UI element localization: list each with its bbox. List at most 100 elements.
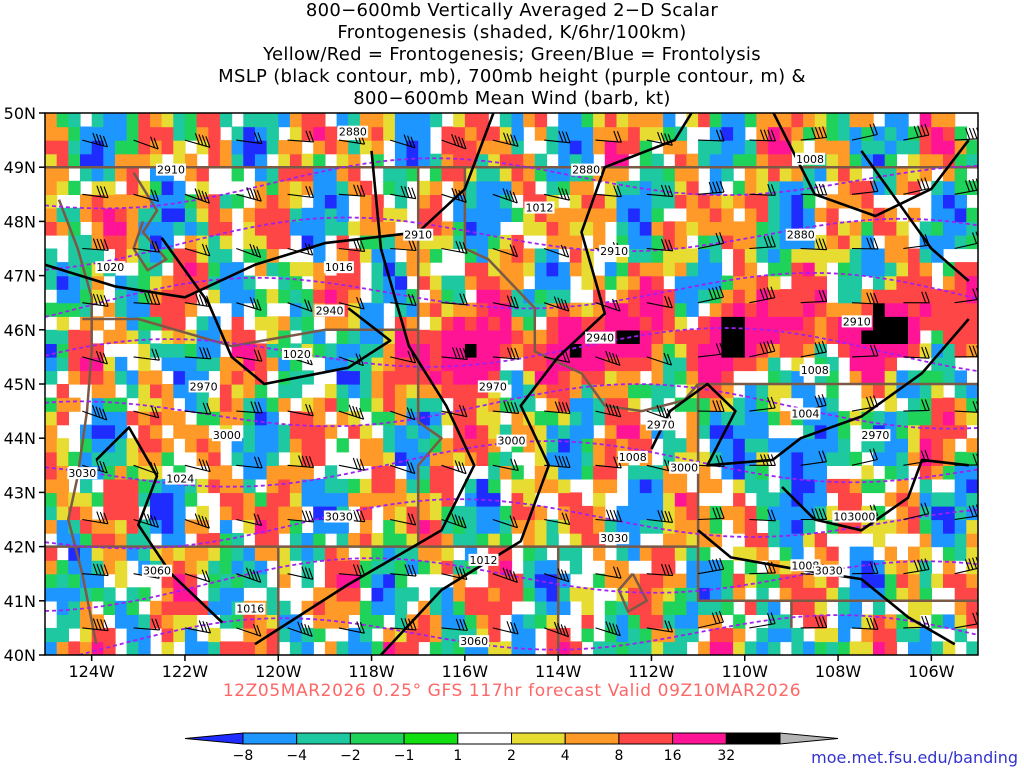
shading-cell — [768, 275, 781, 290]
shading-cell — [313, 275, 326, 290]
wind-barb — [184, 458, 211, 473]
shading-cell — [453, 533, 466, 548]
mslp-label: 1012 — [470, 554, 498, 567]
shading-cell — [919, 573, 932, 588]
shading-cell — [464, 275, 478, 290]
shading-cell — [208, 397, 221, 412]
shading-cell — [569, 560, 583, 575]
shading-cell — [371, 587, 384, 602]
wind-barb — [749, 396, 776, 412]
shading-cell — [441, 478, 454, 494]
shading-cell — [768, 438, 781, 453]
shading-cell — [604, 384, 618, 399]
wind-barb — [903, 123, 930, 141]
shading-cell — [348, 424, 361, 439]
shading-cell — [744, 329, 758, 344]
shading-cell — [488, 587, 501, 602]
shading-cell — [138, 207, 151, 222]
mslp-label: 1012 — [525, 202, 553, 215]
shading-cell — [674, 302, 688, 317]
shading-cell — [628, 289, 641, 304]
shading-cell — [418, 505, 431, 521]
shading-cell — [628, 627, 641, 643]
shading-cell — [954, 478, 967, 494]
shading-cell — [161, 221, 174, 236]
height-label: 3000 — [847, 511, 875, 524]
shading-cell — [115, 546, 128, 561]
shading-cell — [499, 451, 513, 466]
shading-cell — [861, 370, 874, 385]
shading-cell — [733, 302, 746, 317]
shading-cell — [954, 614, 967, 629]
shading-cell — [884, 221, 897, 236]
shading-cell — [534, 600, 548, 615]
shading-cell — [208, 194, 221, 209]
shading-cell — [546, 180, 559, 195]
shading-cell — [103, 397, 116, 412]
shading-cell — [604, 600, 618, 615]
shading-cell — [138, 113, 151, 128]
shading-cell — [931, 519, 944, 534]
shading-cell — [803, 113, 816, 128]
shading-cell — [511, 370, 524, 385]
shading-cell — [68, 397, 81, 412]
shading-cell — [499, 207, 513, 222]
shading-cell — [359, 478, 373, 494]
shading-cell — [126, 140, 139, 155]
shading-cell — [756, 153, 769, 168]
shading-cell — [943, 465, 956, 480]
shading-cell — [126, 614, 139, 629]
shading-cell — [324, 519, 338, 534]
wind-barb — [441, 566, 468, 581]
shading-cell — [651, 600, 664, 615]
shading-cell — [616, 560, 629, 575]
wind-barb — [800, 508, 828, 521]
shading-cell — [686, 289, 699, 304]
shading-cell — [628, 221, 641, 236]
shading-cell — [243, 614, 256, 629]
shading-cell — [733, 641, 746, 655]
shading-cell — [138, 587, 151, 602]
shading-cell — [441, 560, 454, 575]
shading-cell — [336, 275, 349, 290]
shading-cell — [511, 343, 524, 358]
shading-cell — [324, 194, 338, 209]
shading-cell — [464, 234, 478, 250]
shading-cell — [278, 316, 291, 331]
shading-cell — [791, 207, 804, 222]
shading-cell — [219, 248, 233, 263]
shading-cell — [674, 614, 688, 629]
shading-cell — [394, 370, 408, 385]
shading-cell — [698, 397, 711, 412]
shading-cell — [115, 492, 128, 507]
shading-cell — [966, 614, 978, 629]
shading-cell — [313, 194, 326, 209]
shading-cell — [709, 573, 723, 588]
shading-cell — [651, 505, 664, 521]
shading-cell — [709, 411, 723, 426]
shading-cell — [441, 384, 454, 399]
wind-barb — [698, 180, 725, 195]
shading-cell — [873, 316, 886, 331]
shading-cell — [954, 316, 967, 331]
shading-cell — [849, 370, 862, 385]
shading-cell — [919, 126, 932, 141]
shading-cell — [908, 316, 921, 331]
shading-cell — [721, 343, 734, 358]
shading-cell — [686, 356, 699, 372]
shading-cell — [476, 478, 489, 494]
shading-cell — [663, 492, 676, 507]
shading-cell — [336, 167, 349, 182]
shading-cell — [336, 343, 349, 358]
shading-cell — [476, 505, 489, 521]
shading-cell — [686, 519, 699, 534]
shading-cell — [488, 140, 501, 155]
shading-cell — [686, 262, 699, 277]
shading-cell — [884, 560, 897, 575]
shading-cell — [406, 302, 419, 317]
wind-barb — [492, 244, 519, 258]
shading-cell — [523, 573, 536, 588]
shading-cell — [628, 207, 641, 222]
colorbar-label: 8 — [614, 748, 623, 764]
shading-cell — [324, 492, 338, 507]
